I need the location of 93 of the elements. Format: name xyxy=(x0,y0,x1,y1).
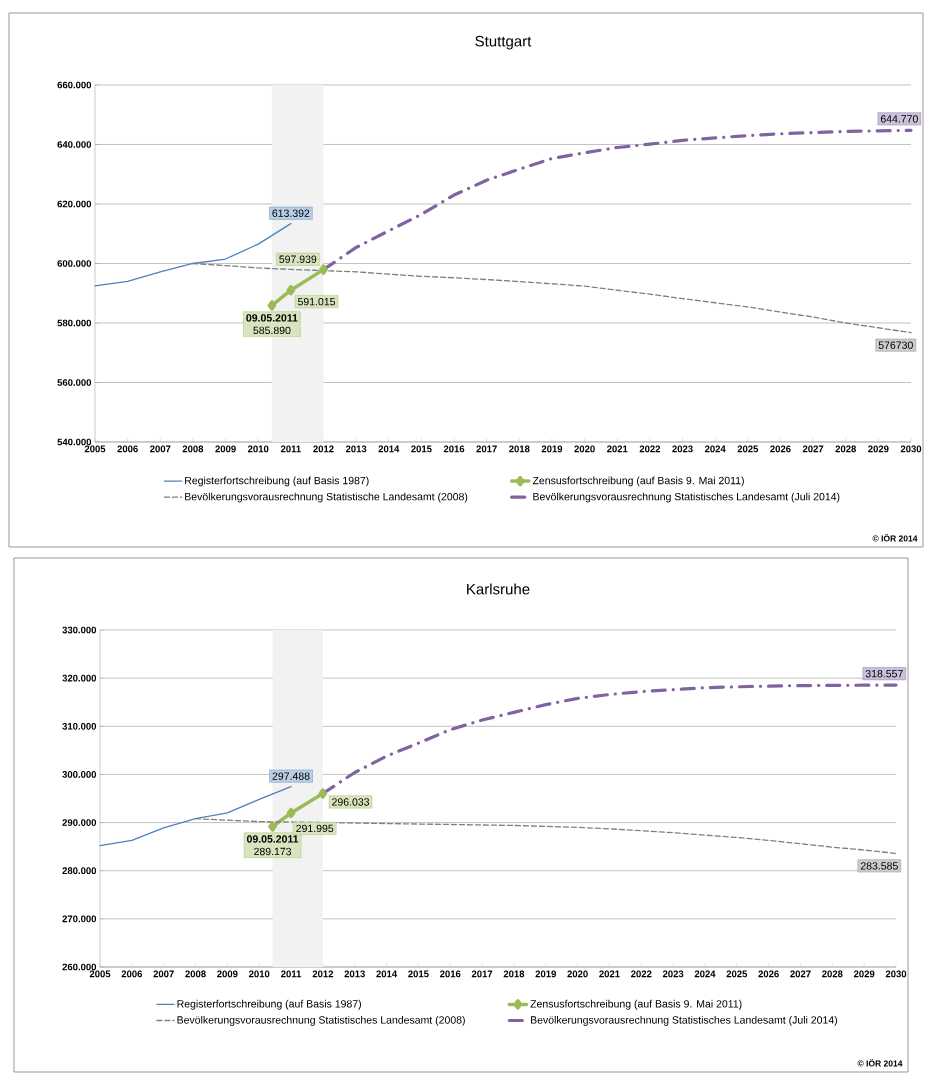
legend-label: Bevölkerungsvorausrechnung Statistisches Landesamt (Juli 2014) xyxy=(533,492,840,503)
x-tick-label: 2015 xyxy=(411,445,432,453)
x-tick-label: 2029 xyxy=(868,445,889,453)
legend-label: Bevölkerungsvorausrechnung Statistisches Landesamt (2008) xyxy=(177,1015,465,1026)
x-tick-label: 2014 xyxy=(376,970,398,978)
x-tick-label: 2022 xyxy=(631,970,652,978)
y-tick-label: 660.000 xyxy=(57,81,92,89)
x-tick-label: 2026 xyxy=(758,970,779,978)
x-tick-label: 2030 xyxy=(900,445,922,453)
legend-label: Registerfortschreibung (auf Basis 1987) xyxy=(177,999,362,1010)
x-tick-label: 2009 xyxy=(215,445,236,453)
x-tick-label: 2027 xyxy=(802,445,824,453)
x-tick-label: 2015 xyxy=(408,970,429,978)
y-tick-label: 640.000 xyxy=(57,141,92,148)
data-label: 644.770 xyxy=(880,115,918,123)
x-tick-label: 2011 xyxy=(280,445,301,453)
x-tick-label: 2024 xyxy=(694,970,716,978)
annotation: 09.05.2011 xyxy=(246,314,298,322)
legend-label: Zensusfortschreibung (auf Basis 9. Mai 2011) xyxy=(530,999,742,1010)
data-label: 318.557 xyxy=(865,669,903,678)
x-tick-label: 2030 xyxy=(885,970,907,978)
x-tick-label: 2012 xyxy=(312,970,334,978)
x-tick-label: 2022 xyxy=(639,445,661,453)
x-tick-label: 2014 xyxy=(378,445,400,453)
x-tick-label: 2013 xyxy=(345,445,367,453)
x-tick-label: 2025 xyxy=(726,970,748,978)
x-tick-label: 2021 xyxy=(599,970,620,978)
annotation: 09.05.2011 xyxy=(247,835,299,843)
legend-label: Zensusfortschreibung (auf Basis 9. Mai 2011) xyxy=(532,476,744,487)
x-tick-label: 2019 xyxy=(541,445,563,453)
x-tick-label: 2021 xyxy=(607,445,628,453)
data-label: 283.585 xyxy=(860,862,898,870)
y-tick-label: 290.000 xyxy=(62,819,97,826)
y-tick-label: 540.000 xyxy=(57,438,92,446)
y-tick-label: 320.000 xyxy=(62,674,97,682)
y-tick-label: 620.000 xyxy=(57,200,92,208)
legend-label: Registerfortschreibung (auf Basis 1987) xyxy=(185,476,369,487)
chart-title: Stuttgart xyxy=(475,35,532,50)
x-tick-label: 2025 xyxy=(737,445,759,453)
x-tick-label: 2013 xyxy=(344,970,365,978)
x-tick-label: 2008 xyxy=(182,445,204,453)
y-tick-label: 260.000 xyxy=(62,963,97,971)
x-tick-label: 2018 xyxy=(503,970,525,978)
x-tick-label: 2016 xyxy=(443,445,465,453)
x-tick-label: 2026 xyxy=(770,445,791,453)
x-tick-label: 2018 xyxy=(509,445,530,453)
x-tick-label: 2023 xyxy=(672,445,693,453)
chart-title: Karlsruhe xyxy=(467,583,530,595)
data-label: 289.173 xyxy=(254,847,292,856)
y-tick-label: 310.000 xyxy=(62,722,97,730)
x-tick-label: 2005 xyxy=(89,970,111,978)
x-tick-label: 2024 xyxy=(704,445,726,453)
x-tick-label: 2005 xyxy=(84,445,106,453)
x-tick-label: 2008 xyxy=(185,970,206,978)
data-label: 297.488 xyxy=(272,772,310,780)
x-tick-label: 2028 xyxy=(822,970,843,978)
x-tick-label: 2006 xyxy=(117,445,138,453)
x-tick-label: 2020 xyxy=(567,970,588,978)
data-label: 597.939 xyxy=(279,255,317,263)
y-tick-label: 270.000 xyxy=(62,915,97,923)
x-tick-label: 2020 xyxy=(574,445,595,453)
data-label: 576730 xyxy=(878,341,913,349)
y-tick-label: 580.000 xyxy=(57,319,92,327)
legend-label: Bevölkerungsvorausrechnung Statistisches Landesamt (Juli 2014) xyxy=(531,1015,838,1026)
data-label: 585.890 xyxy=(253,326,291,335)
x-tick-label: 2012 xyxy=(313,445,334,453)
data-label: 591.015 xyxy=(298,297,336,306)
legend-label: Bevölkerungsvorausrechnung Statistische Landesamt (2008) xyxy=(185,492,468,503)
x-tick-label: 2028 xyxy=(835,445,857,453)
x-tick-label: 2010 xyxy=(249,970,270,978)
x-tick-label: 2019 xyxy=(535,970,557,978)
x-tick-label: 2017 xyxy=(476,445,497,453)
x-tick-label: 2010 xyxy=(248,445,269,453)
text: © IÖR 2014 xyxy=(872,534,918,542)
data-label: 296.033 xyxy=(332,798,370,806)
x-tick-label: 2017 xyxy=(471,970,493,978)
x-tick-label: 2016 xyxy=(440,970,461,978)
x-tick-label: 2009 xyxy=(217,970,238,978)
y-tick-label: 330.000 xyxy=(62,626,97,634)
x-tick-label: 2007 xyxy=(153,970,174,978)
x-tick-label: 2011 xyxy=(281,970,302,978)
x-tick-label: 2007 xyxy=(150,445,171,453)
data-label: 291.995 xyxy=(296,824,334,833)
y-tick-label: 560.000 xyxy=(57,379,92,386)
x-tick-label: 2006 xyxy=(121,970,143,978)
y-tick-label: 300.000 xyxy=(62,771,97,778)
y-tick-label: 600.000 xyxy=(57,260,92,267)
x-tick-label: 2023 xyxy=(662,970,684,978)
text: © IÖR 2014 xyxy=(857,1059,903,1067)
x-tick-label: 2029 xyxy=(853,970,875,978)
data-label: 613.392 xyxy=(272,209,310,217)
y-tick-label: 280.000 xyxy=(62,867,97,875)
x-tick-label: 2027 xyxy=(790,970,811,978)
